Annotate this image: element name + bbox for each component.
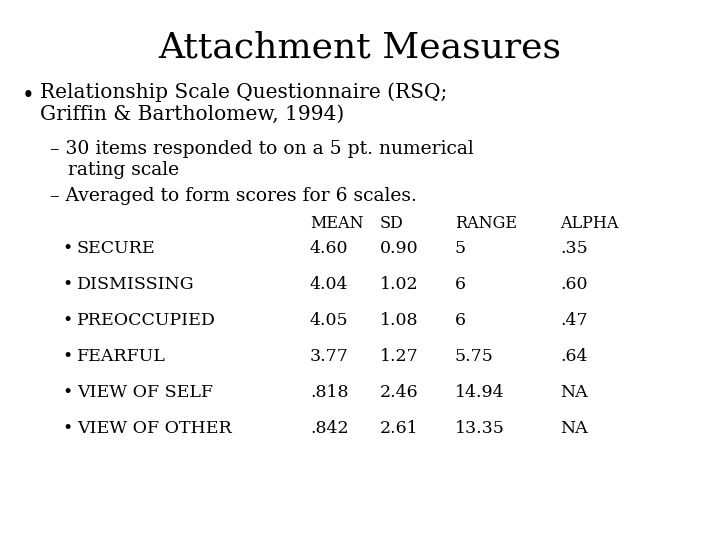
- Text: 13.35: 13.35: [455, 420, 505, 437]
- Text: VIEW OF OTHER: VIEW OF OTHER: [77, 420, 232, 437]
- Text: 3.77: 3.77: [310, 348, 349, 365]
- Text: VIEW OF SELF: VIEW OF SELF: [77, 384, 213, 401]
- Text: 4.04: 4.04: [310, 276, 348, 293]
- Text: MEAN: MEAN: [310, 215, 364, 232]
- Text: Relationship Scale Questionnaire (RSQ;: Relationship Scale Questionnaire (RSQ;: [40, 82, 447, 102]
- Text: Griffin & Bartholomew, 1994): Griffin & Bartholomew, 1994): [40, 105, 344, 124]
- Text: 1.27: 1.27: [380, 348, 419, 365]
- Text: – 30 items responded to on a 5 pt. numerical: – 30 items responded to on a 5 pt. numer…: [50, 140, 474, 158]
- Text: – Averaged to form scores for 6 scales.: – Averaged to form scores for 6 scales.: [50, 187, 417, 205]
- Text: NA: NA: [560, 384, 588, 401]
- Text: .60: .60: [560, 276, 588, 293]
- Text: •: •: [62, 312, 72, 329]
- Text: ALPHA: ALPHA: [560, 215, 618, 232]
- Text: 4.60: 4.60: [310, 240, 348, 257]
- Text: SECURE: SECURE: [77, 240, 156, 257]
- Text: •: •: [62, 240, 72, 257]
- Text: .35: .35: [560, 240, 588, 257]
- Text: 4.05: 4.05: [310, 312, 348, 329]
- Text: •: •: [62, 276, 72, 293]
- Text: •: •: [62, 384, 72, 401]
- Text: •: •: [22, 85, 35, 107]
- Text: PREOCCUPIED: PREOCCUPIED: [77, 312, 216, 329]
- Text: Attachment Measures: Attachment Measures: [158, 30, 562, 64]
- Text: NA: NA: [560, 420, 588, 437]
- Text: rating scale: rating scale: [50, 161, 179, 179]
- Text: •: •: [62, 420, 72, 437]
- Text: .818: .818: [310, 384, 348, 401]
- Text: 5.75: 5.75: [455, 348, 494, 365]
- Text: 14.94: 14.94: [455, 384, 505, 401]
- Text: 5: 5: [455, 240, 466, 257]
- Text: 6: 6: [455, 312, 466, 329]
- Text: 0.90: 0.90: [380, 240, 418, 257]
- Text: SD: SD: [380, 215, 404, 232]
- Text: RANGE: RANGE: [455, 215, 517, 232]
- Text: 6: 6: [455, 276, 466, 293]
- Text: .842: .842: [310, 420, 348, 437]
- Text: .47: .47: [560, 312, 588, 329]
- Text: DISMISSING: DISMISSING: [77, 276, 194, 293]
- Text: 1.08: 1.08: [380, 312, 418, 329]
- Text: 2.61: 2.61: [380, 420, 418, 437]
- Text: 2.46: 2.46: [380, 384, 418, 401]
- Text: 1.02: 1.02: [380, 276, 418, 293]
- Text: •: •: [62, 348, 72, 365]
- Text: FEARFUL: FEARFUL: [77, 348, 166, 365]
- Text: .64: .64: [560, 348, 588, 365]
